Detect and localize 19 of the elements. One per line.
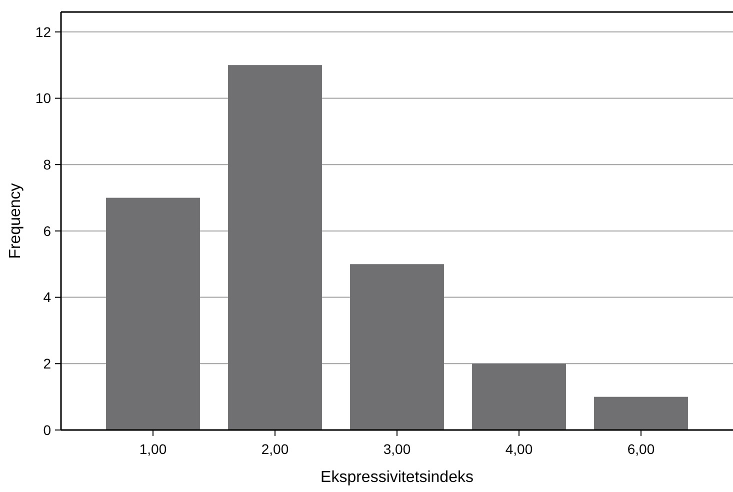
y-tick-label: 10 <box>35 90 52 106</box>
bar <box>594 396 688 430</box>
x-tick-label: 2,00 <box>261 441 289 457</box>
y-tick-label: 2 <box>43 356 52 372</box>
bar <box>228 65 322 430</box>
y-tick-label: 8 <box>43 156 52 173</box>
y-axis-title: Frequency <box>7 183 24 259</box>
y-tick-label: 6 <box>43 222 52 239</box>
x-axis-title: Ekspressivitetsindeks <box>320 469 474 486</box>
y-tick-label: 12 <box>35 24 52 40</box>
bar <box>350 264 444 430</box>
x-tick-label: 3,00 <box>383 441 411 457</box>
y-tick-label: 0 <box>43 422 52 438</box>
x-tick-label: 4,00 <box>505 441 533 457</box>
bar <box>472 364 566 430</box>
x-tick-label: 6,00 <box>627 441 655 457</box>
y-tick-label: 4 <box>43 289 52 306</box>
bar <box>106 198 200 430</box>
x-tick-label: 1,00 <box>139 441 167 457</box>
